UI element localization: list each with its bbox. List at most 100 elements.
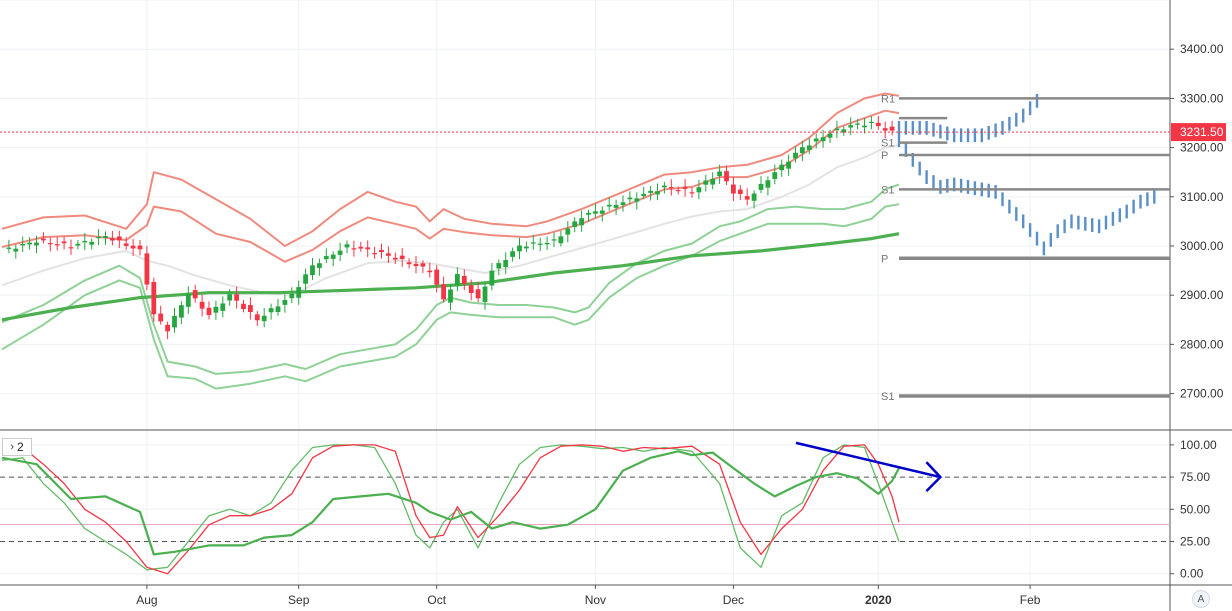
candle-body — [185, 293, 191, 307]
candle-body — [530, 242, 536, 244]
projection-bar-down — [1111, 212, 1115, 226]
candle-body — [751, 193, 757, 201]
projection-bar-down — [1084, 216, 1087, 231]
candle-body — [275, 306, 281, 313]
projection-bar-down — [1077, 215, 1080, 230]
candle-body — [13, 248, 19, 252]
candle-body — [413, 263, 419, 267]
candle-body — [703, 180, 709, 185]
candle-body — [172, 315, 177, 328]
projection-bar-up — [918, 121, 921, 135]
last-price-label: 3231.50 — [1180, 125, 1224, 139]
candle-body — [392, 257, 398, 260]
projection-bar-down — [946, 178, 949, 193]
candle-body — [869, 121, 874, 123]
candle-body — [696, 187, 702, 193]
projection-bar-down — [1001, 192, 1004, 207]
x-tick-label: Nov — [585, 593, 606, 607]
candle-body — [151, 282, 157, 315]
candle-body — [461, 275, 467, 284]
projection-bar-up — [966, 128, 970, 143]
candle-body — [406, 262, 412, 265]
candle-body — [179, 305, 184, 318]
projection-bar-up — [1015, 112, 1018, 127]
candle-body — [737, 189, 743, 195]
projection-bar-up — [1001, 121, 1004, 135]
candle-body — [61, 241, 67, 244]
candle-body — [344, 244, 350, 248]
projection-bar-down — [1008, 199, 1011, 214]
candle-body — [372, 253, 377, 255]
pivot-label: S1 — [881, 138, 894, 150]
candle-body — [503, 260, 509, 268]
candle-body — [689, 192, 695, 194]
y-tick-label: 3000.00 — [1180, 239, 1224, 253]
auto-scale-button[interactable]: A — [1192, 590, 1210, 608]
candle-body — [558, 236, 564, 244]
candle-body — [606, 204, 612, 207]
projection-bar-up — [897, 121, 901, 135]
projection-bar-down — [959, 178, 963, 193]
candle-body — [599, 210, 605, 214]
candle-body — [510, 251, 515, 257]
candle-body — [455, 274, 460, 286]
projection-bar-down — [1146, 192, 1149, 207]
candle-body — [123, 243, 129, 246]
projection-bar-down — [1091, 218, 1094, 232]
osc-y-tick-label: 50.00 — [1180, 502, 1210, 516]
pivot-label: P — [881, 253, 888, 265]
candle-body — [158, 313, 164, 322]
candle-body — [758, 183, 764, 190]
candle-body — [227, 294, 233, 301]
candle-body — [827, 133, 833, 138]
projection-bar-down — [1118, 208, 1121, 223]
candle-body — [254, 314, 260, 321]
osc-y-tick-label: 75.00 — [1180, 470, 1210, 484]
candle-body — [323, 256, 329, 260]
candle-body — [517, 245, 522, 252]
candle-body — [565, 228, 571, 235]
projection-bar-up — [932, 122, 935, 137]
candle-body — [34, 242, 39, 246]
candle-body — [579, 218, 584, 226]
projection-bar-up — [1035, 93, 1039, 108]
candle-body — [241, 303, 246, 310]
candle-body — [296, 287, 302, 298]
candle-body — [386, 253, 391, 256]
candle-body — [641, 193, 647, 197]
projection-bar-up — [973, 128, 977, 143]
x-tick-label: 2020 — [865, 593, 892, 607]
candle-body — [379, 249, 384, 253]
candle-body — [544, 242, 550, 245]
trend-arrow-line — [795, 441, 941, 479]
candle-body — [248, 305, 253, 313]
candle-body — [220, 303, 226, 311]
y-tick-label: 2700.00 — [1180, 387, 1224, 401]
candle-body — [786, 161, 791, 169]
candle-body — [96, 236, 101, 239]
indicator-legend[interactable]: › 2 — [2, 438, 32, 456]
candle-body — [834, 128, 840, 131]
candle-body — [68, 247, 74, 249]
x-tick-label: Aug — [136, 593, 157, 607]
projection-bar-down — [994, 184, 997, 199]
candle-body — [282, 299, 288, 305]
pivot-label: S1 — [881, 184, 894, 196]
projection-bar-down — [1139, 194, 1142, 209]
trend-arrow-head — [925, 461, 943, 492]
candle-body — [427, 270, 433, 273]
candle-body — [482, 286, 488, 302]
candle-body — [586, 212, 591, 215]
candle-body — [192, 290, 198, 299]
projection-bar-down — [1070, 214, 1073, 229]
candle-body — [317, 263, 322, 268]
candle-body — [613, 205, 619, 208]
projection-bar-up — [1022, 108, 1025, 123]
y-tick-label: 3300.00 — [1180, 91, 1224, 105]
candle-body — [165, 324, 170, 332]
x-tick-label: Feb — [1020, 593, 1041, 607]
candle-body — [655, 191, 660, 195]
